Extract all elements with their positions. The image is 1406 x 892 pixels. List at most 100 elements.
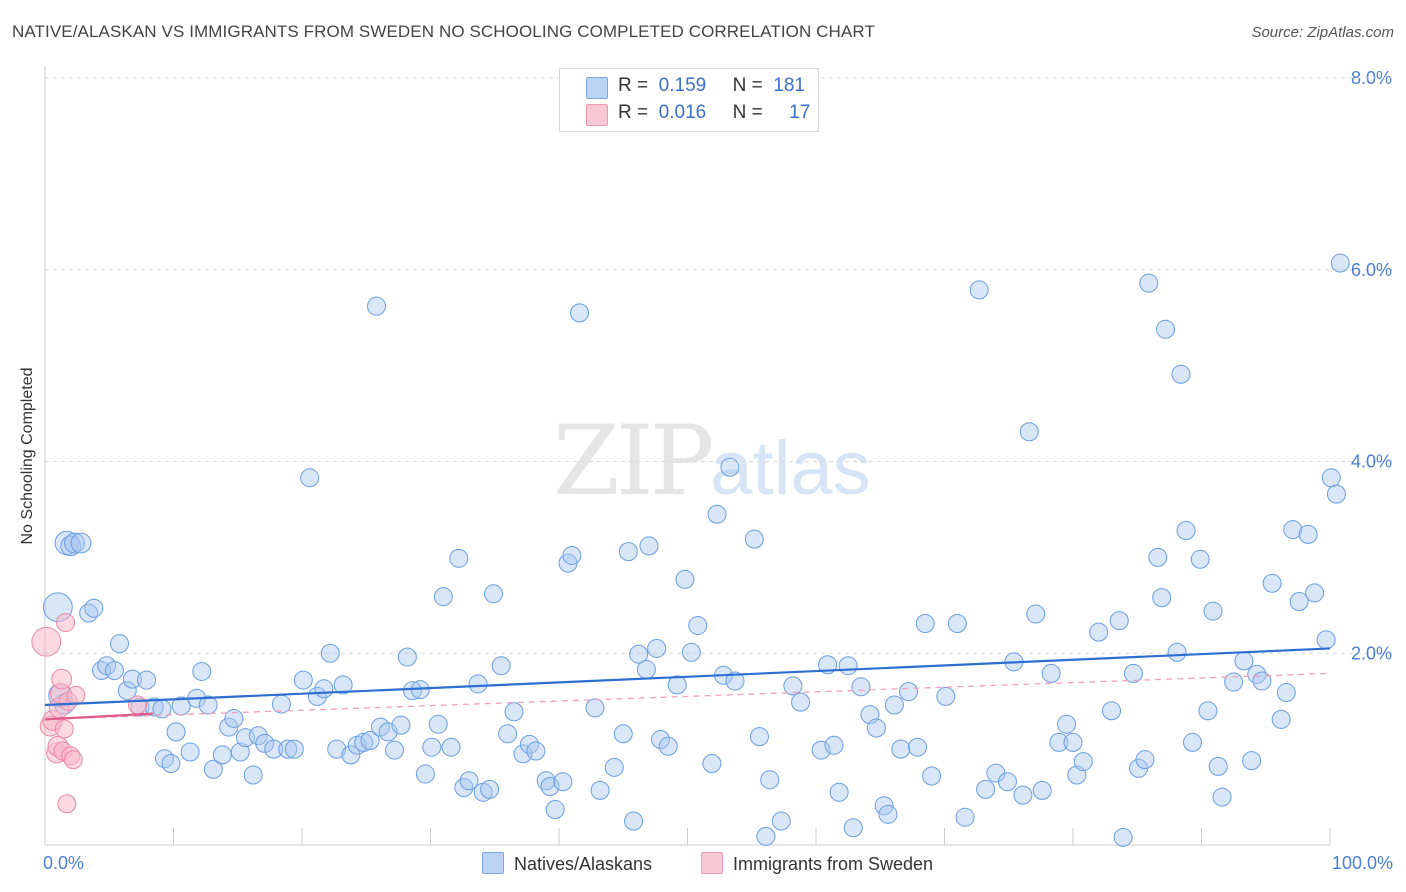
data-point — [248, 726, 268, 746]
data-point — [320, 643, 340, 663]
data-point — [230, 742, 250, 762]
data-point — [915, 614, 935, 634]
data-point — [744, 529, 764, 549]
data-point — [1252, 671, 1272, 691]
data-point — [604, 757, 624, 777]
data-point — [1026, 604, 1046, 624]
legend-r-value: 0.016 — [658, 102, 707, 123]
data-point — [110, 634, 130, 654]
data-point — [468, 674, 488, 694]
data-point — [829, 782, 849, 802]
data-point — [1316, 630, 1336, 650]
data-point — [56, 613, 76, 633]
data-point — [264, 739, 284, 759]
data-point — [618, 542, 638, 562]
chart-title: NATIVE/ALASKAN VS IMMIGRANTS FROM SWEDEN… — [12, 22, 875, 41]
data-point — [1330, 253, 1350, 273]
y-tick-label: 6.0% — [1351, 260, 1392, 280]
source-label: Source: ZipAtlas.com — [1251, 24, 1394, 41]
stats-legend: R = 0.159 N = 181 R = 0.016 N = 17 — [559, 68, 819, 132]
data-point — [1321, 468, 1341, 488]
data-point — [1041, 663, 1061, 683]
data-point — [504, 702, 524, 722]
data-point — [31, 626, 62, 657]
data-point — [545, 800, 565, 820]
data-point — [284, 739, 304, 759]
data-point — [1247, 664, 1267, 684]
data-point — [1049, 732, 1069, 752]
data-point — [255, 733, 275, 753]
data-point — [454, 777, 474, 797]
x-tick-label: 100.0% — [1332, 853, 1393, 873]
data-point — [51, 668, 73, 690]
data-point — [1032, 780, 1052, 800]
data-point — [385, 740, 405, 760]
data-point — [1242, 751, 1262, 771]
data-point — [624, 811, 644, 831]
data-point — [1109, 611, 1129, 631]
data-point — [137, 670, 157, 690]
data-point — [1326, 484, 1346, 504]
bottom-legend-label-sweden: Immigrants from Sweden — [733, 854, 934, 874]
data-point — [367, 296, 387, 316]
data-point — [749, 727, 769, 747]
data-point — [1073, 752, 1093, 772]
data-point — [720, 457, 740, 477]
data-point — [1203, 601, 1223, 621]
data-point — [843, 818, 863, 838]
legend-n-label: N = — [732, 102, 763, 123]
data-point — [449, 548, 469, 568]
legend-stats-natives: R = 0.159 N = 181 — [618, 75, 805, 97]
data-point — [1183, 732, 1203, 752]
data-point — [1123, 663, 1143, 683]
data-point — [441, 737, 461, 757]
data-point — [667, 675, 687, 695]
data-point — [122, 669, 142, 689]
legend-r-value: 0.159 — [658, 75, 707, 96]
data-point — [104, 661, 124, 681]
data-point — [1176, 521, 1196, 541]
data-point — [636, 660, 656, 680]
data-point — [955, 807, 975, 827]
data-point — [675, 569, 695, 589]
data-point — [1013, 785, 1033, 805]
watermark: ZIPatlas — [553, 405, 871, 517]
data-point — [899, 682, 919, 702]
data-point — [1167, 642, 1187, 662]
data-point — [1156, 319, 1176, 339]
data-point — [838, 656, 858, 676]
data-point — [884, 695, 904, 715]
data-point — [314, 679, 334, 699]
data-point — [198, 695, 218, 715]
data-point — [333, 675, 353, 695]
data-point — [1276, 683, 1296, 703]
bottom-legend-swatch-natives — [482, 852, 504, 874]
data-point — [553, 772, 573, 792]
data-point — [1102, 701, 1122, 721]
data-point — [811, 740, 831, 760]
data-point — [70, 532, 92, 554]
data-point — [1262, 573, 1282, 593]
data-point — [278, 739, 298, 759]
data-point — [658, 736, 678, 756]
data-point — [391, 715, 411, 735]
series-natives-alaskans — [42, 253, 1350, 847]
data-point — [540, 777, 560, 797]
data-point — [1148, 547, 1168, 567]
data-point — [1212, 787, 1232, 807]
data-point — [422, 737, 442, 757]
data-point — [293, 670, 313, 690]
legend-n-label: N = — [732, 75, 763, 96]
data-point — [783, 676, 803, 696]
data-point — [161, 754, 181, 774]
data-point — [891, 739, 911, 759]
data-point — [969, 280, 989, 300]
data-point — [1139, 273, 1159, 293]
data-point — [639, 536, 659, 556]
data-point — [166, 722, 186, 742]
data-point — [585, 698, 605, 718]
data-point — [243, 765, 263, 785]
y-tick-label: 4.0% — [1351, 452, 1392, 472]
bottom-legend-natives: Natives/Alaskans — [482, 852, 652, 875]
